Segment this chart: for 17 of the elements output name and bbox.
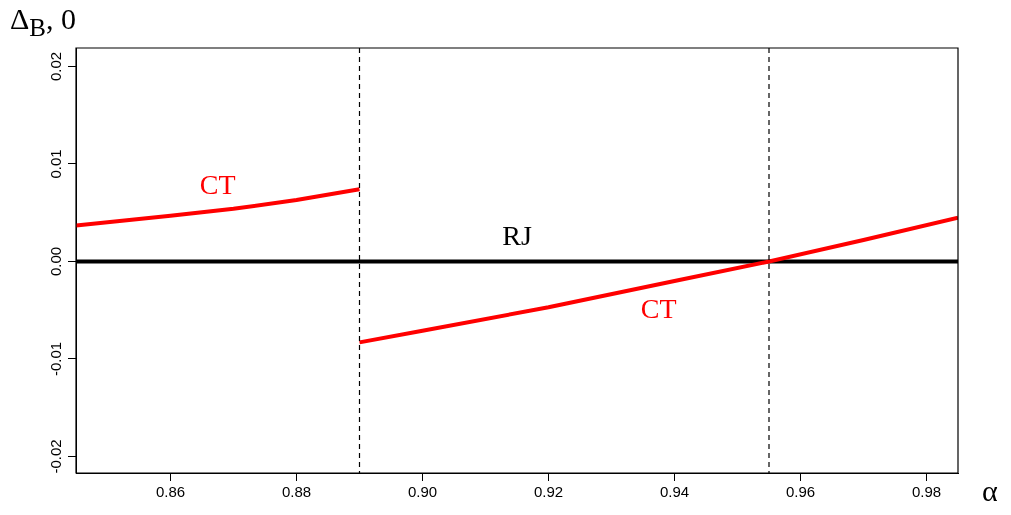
y-tick-label: 0.01 bbox=[46, 149, 64, 179]
x-tick-label: 0.88 bbox=[281, 483, 312, 501]
x-axis-title: α bbox=[982, 474, 998, 508]
y-tick-label: -0.02 bbox=[46, 439, 64, 474]
x-tick-label: 0.90 bbox=[407, 483, 438, 501]
y-tick-label: 0.00 bbox=[46, 246, 64, 277]
series-label: CT bbox=[199, 168, 236, 200]
x-tick-label: 0.98 bbox=[911, 483, 942, 501]
x-tick-label: 0.96 bbox=[785, 483, 816, 501]
y-axis-title: Δ$_{B}$, 0 bbox=[10, 2, 76, 42]
y-tick-label: -0.01 bbox=[46, 341, 64, 377]
x-tick-label: 0.94 bbox=[659, 483, 690, 501]
y-tick-label: 0.02 bbox=[46, 51, 64, 82]
series-label: CT bbox=[640, 292, 677, 324]
x-tick-label: 0.92 bbox=[533, 483, 564, 501]
series-label: RJ bbox=[502, 219, 532, 251]
x-tick-label: 0.86 bbox=[155, 483, 186, 501]
